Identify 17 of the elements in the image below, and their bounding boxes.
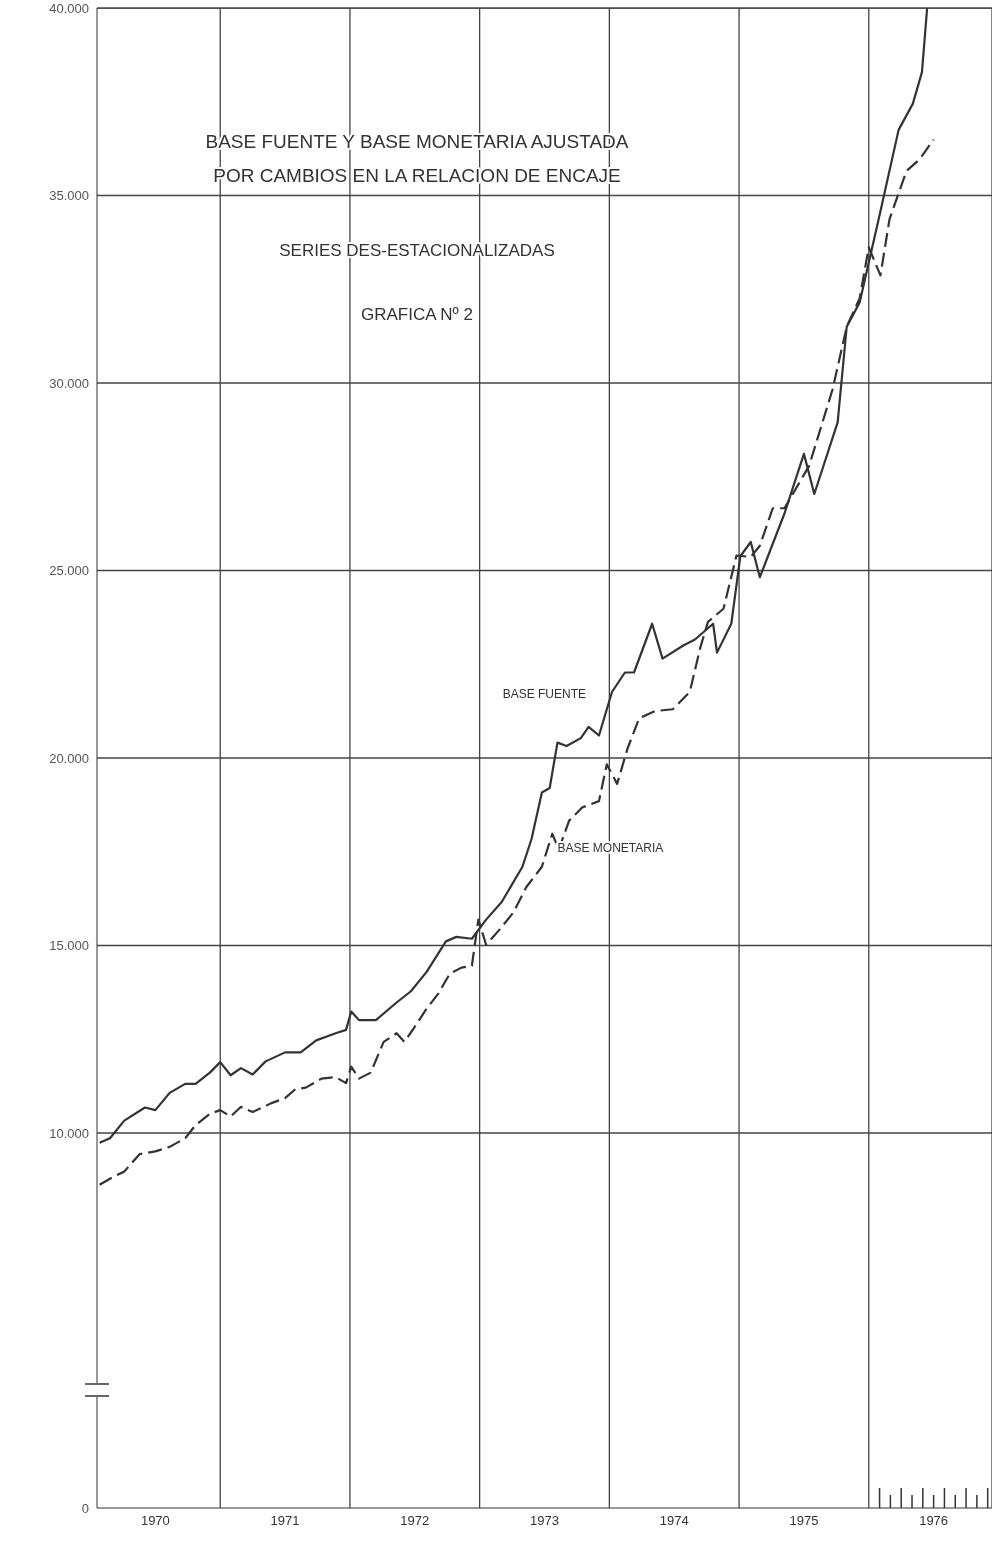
y-tick-label: 35.000 (49, 188, 89, 204)
y-tick-label: 25.000 (49, 563, 89, 579)
series-label: BASE FUENTE (502, 687, 587, 701)
x-tick-label: 1971 (270, 1513, 300, 1529)
annotation: GRAFICA Nº 2 (360, 305, 474, 324)
x-tick-label: 1975 (789, 1513, 819, 1529)
x-tick-label: 1976 (919, 1513, 949, 1529)
x-tick-label: 1970 (140, 1513, 170, 1529)
x-tick-label: 1972 (400, 1513, 430, 1529)
y-tick-label: 30.000 (49, 375, 89, 391)
y-tick-label: 20.000 (49, 750, 89, 766)
y-tick-label: 0 (81, 1500, 89, 1516)
y-tick-label: 10.000 (49, 1125, 89, 1141)
y-tick-label: 40.000 (49, 0, 89, 16)
x-tick-label: 1974 (659, 1513, 689, 1529)
x-tick-label: 1973 (530, 1513, 559, 1529)
y-tick-label: 15.000 (49, 938, 89, 954)
